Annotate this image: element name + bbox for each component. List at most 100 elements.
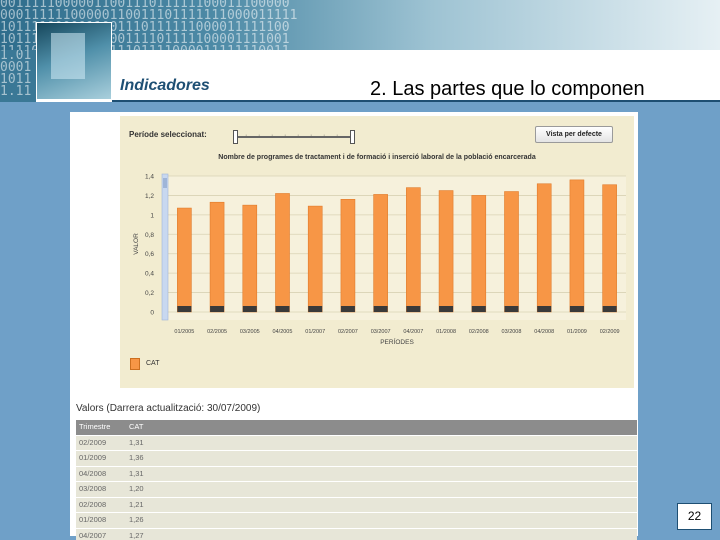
table-cell-value: 1,36	[129, 453, 144, 462]
slider-tick: ·	[310, 132, 313, 139]
bar	[569, 179, 585, 313]
table-row: 04/2008 1,31	[76, 466, 637, 481]
y-tick-label: 0	[150, 310, 154, 317]
y-tick-label: 1,2	[145, 193, 154, 200]
y-axis-scrollbar	[161, 173, 169, 321]
bar-chart: 1,4 1,2 1 0,8 0,6 0,4 0,2 0 VALOR 01/2005 02/2005 0…	[133, 173, 626, 346]
x-tick-label: 01/2007	[305, 329, 325, 335]
x-tick-label: 02/2008	[469, 329, 489, 335]
bar	[242, 204, 258, 313]
header-divider	[112, 100, 720, 102]
bar	[177, 207, 192, 313]
x-tick-label: 04/2005	[273, 329, 293, 335]
bar	[307, 205, 323, 313]
bar-base	[504, 306, 519, 312]
bar	[471, 195, 487, 313]
x-tick-label: 02/2009	[600, 329, 620, 335]
table-row: 03/2008 1,20	[76, 482, 637, 497]
default-view-button[interactable]: Vista per defecte	[535, 126, 613, 143]
x-tick-label: 01/2005	[174, 329, 194, 335]
table-row: 02/2008 1,21	[76, 497, 637, 512]
bar-base	[373, 306, 388, 312]
table-cell-period: 01/2009	[79, 453, 107, 462]
y-tick-label: 1	[150, 212, 154, 219]
table-row: 04/2007 1,27	[76, 528, 637, 540]
table-cell-period: 02/2008	[79, 499, 107, 509]
bar	[340, 199, 356, 313]
slider-tick: ·	[258, 132, 261, 139]
table-row: 01/2009 1,36	[76, 451, 637, 466]
table-row: 01/2008 1,26	[76, 513, 637, 528]
x-tick-label: 04/2007	[403, 329, 423, 335]
values-table: Trimestre CAT 02/2009 1,31 01/2009 1,36 …	[76, 420, 637, 540]
bar-base	[537, 306, 552, 312]
slider-tick: ·	[336, 132, 339, 139]
decorative-logo-inner	[51, 33, 85, 79]
y-tick-label: 0,4	[145, 271, 154, 278]
slider-handle-start[interactable]	[233, 130, 238, 144]
bar	[373, 194, 388, 313]
bar-base	[177, 306, 192, 312]
embedded-screenshot: Període seleccionat: · · · · · · · · Vista per …	[70, 112, 638, 540]
values-table-title: Valors (Darrera actualització: 30/07/200…	[76, 403, 261, 414]
bar	[209, 201, 225, 313]
table-cell-value: 1,26	[129, 515, 144, 524]
slider-tick: ·	[271, 132, 274, 139]
table-cell-value: 1,31	[129, 437, 144, 447]
table-cell-period: 01/2008	[79, 515, 107, 524]
table-cell-value: 1,20	[129, 484, 144, 493]
y-axis-label: VALOR	[133, 233, 140, 255]
bar-base	[569, 306, 584, 312]
bar-base	[602, 306, 617, 312]
y-tick-label: 0,2	[145, 290, 154, 297]
table-cell-period: 02/2009	[79, 437, 107, 447]
x-axis-label: PERÍODES	[380, 337, 414, 346]
x-tick-label: 01/2008	[436, 329, 456, 335]
y-tick-label: 0,6	[145, 251, 154, 258]
bar	[275, 193, 290, 313]
slider-tick: ·	[245, 132, 248, 139]
slider-tick: ·	[284, 132, 287, 139]
x-tick-label: 03/2008	[502, 329, 522, 335]
column-header-value: CAT	[129, 422, 144, 431]
legend-swatch	[130, 358, 140, 370]
chart-panel: Període seleccionat: · · · · · · · · Vista per …	[120, 116, 634, 388]
x-tick-label: 03/2005	[240, 329, 260, 335]
x-tick-label: 03/2007	[371, 329, 391, 335]
table-cell-value: 1,31	[129, 468, 144, 478]
bar	[438, 190, 454, 313]
y-tick-label: 0,8	[145, 232, 154, 239]
page-number: 22	[677, 503, 712, 530]
table-cell-period: 04/2007	[79, 530, 107, 540]
x-tick-label: 01/2009	[567, 329, 587, 335]
slider-tick: ·	[297, 132, 300, 139]
bar	[536, 183, 552, 313]
x-tick-label: 02/2007	[338, 329, 358, 335]
table-cell-value: 1,27	[129, 530, 144, 540]
table-cell-value: 1,21	[129, 499, 144, 509]
decorative-logo-square	[36, 22, 112, 100]
y-tick-label: 1,4	[145, 174, 154, 181]
x-tick-label: 02/2005	[207, 329, 227, 335]
legend-label: CAT	[146, 360, 160, 367]
bar-base	[242, 306, 257, 312]
table-cell-period: 04/2008	[79, 468, 107, 478]
plot-area	[168, 176, 626, 320]
period-slider[interactable]: · · · · · · · ·	[233, 130, 355, 144]
slider-handle-end[interactable]	[350, 130, 355, 144]
column-header-period: Trimestre	[79, 422, 111, 431]
bar-base	[275, 306, 290, 312]
binary-pattern-side: 1.01 0001 1011 1.11	[0, 50, 36, 102]
slider-track	[233, 136, 355, 138]
x-tick-label: 04/2008	[534, 329, 554, 335]
table-row: 02/2009 1,31	[76, 435, 637, 450]
slide-header: 0011111000001100111011111100011100000 00…	[0, 0, 720, 102]
bar-base	[340, 306, 355, 312]
slider-tick: ·	[323, 132, 326, 139]
bar-base	[406, 306, 421, 312]
chart-title: Nombre de programes de tractament i de f…	[218, 154, 536, 161]
period-label: Període seleccionat:	[129, 130, 207, 139]
table-header-row: Trimestre CAT	[76, 420, 637, 435]
slide-title: 2. Las partes que lo componen	[370, 78, 645, 100]
section-label: Indicadores	[120, 77, 210, 94]
